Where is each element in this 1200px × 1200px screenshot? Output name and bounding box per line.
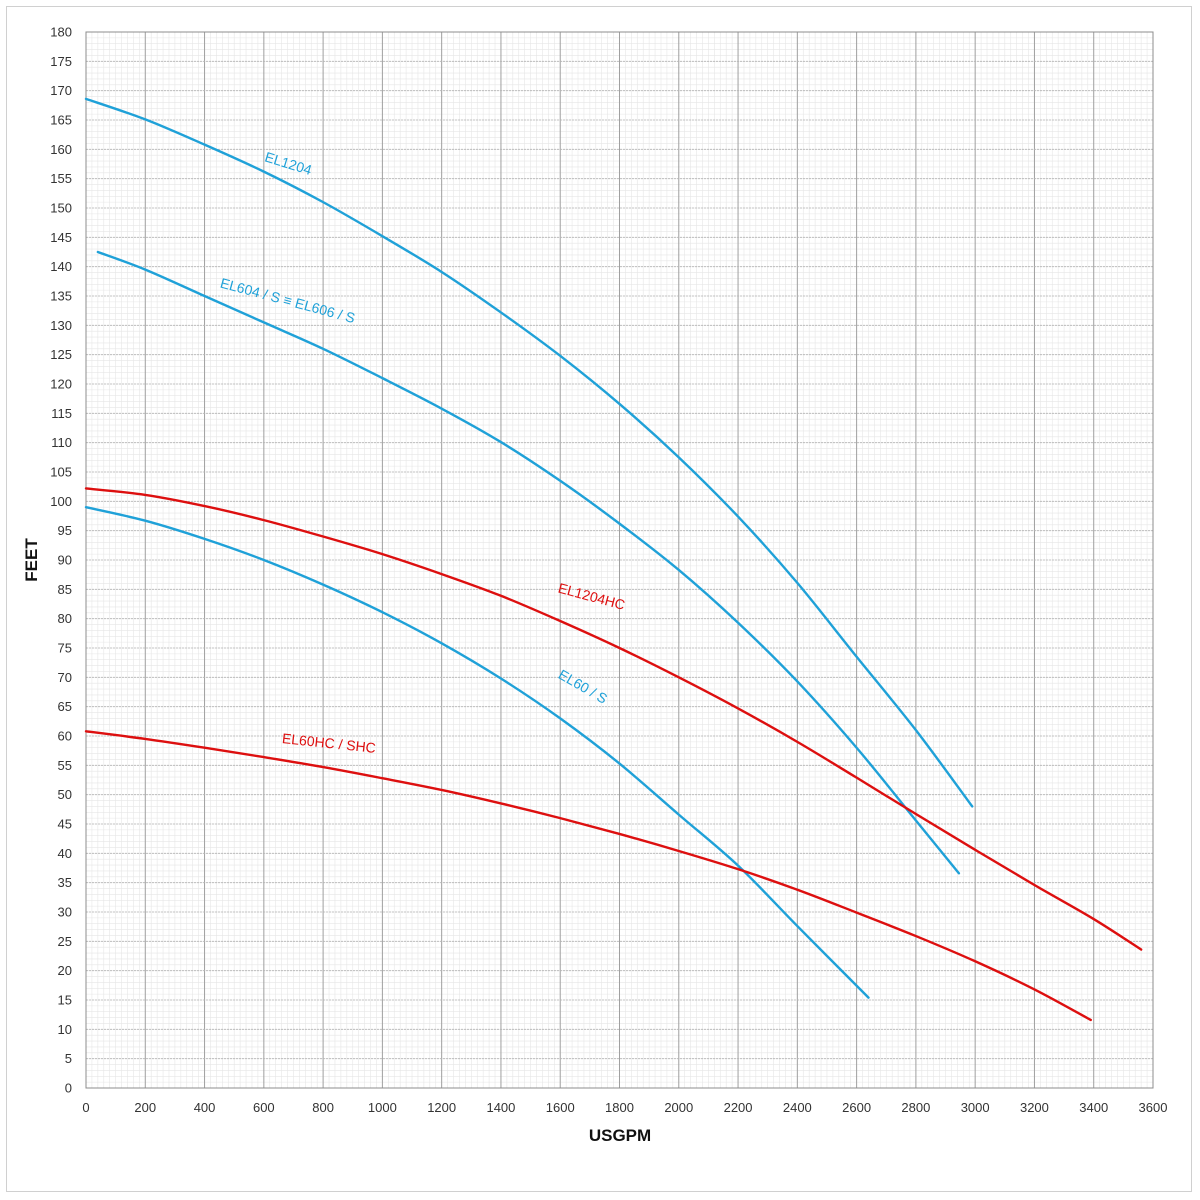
x-tick-label: 1200 bbox=[427, 1100, 456, 1115]
x-tick-label: 400 bbox=[194, 1100, 216, 1115]
y-tick-label: 155 bbox=[50, 171, 72, 186]
x-axis-title: USGPM bbox=[589, 1126, 651, 1145]
y-tick-label: 115 bbox=[51, 406, 72, 421]
y-tick-label: 130 bbox=[50, 318, 72, 333]
series-line-0 bbox=[84, 97, 974, 808]
y-tick-label: 10 bbox=[58, 1022, 72, 1037]
major-grid bbox=[85, 31, 1154, 1089]
y-tick-label: 105 bbox=[50, 465, 72, 480]
y-tick-label: 165 bbox=[50, 113, 72, 128]
x-tick-label: 1800 bbox=[605, 1100, 634, 1115]
y-tick-label: 95 bbox=[58, 523, 72, 538]
y-tick-label: 5 bbox=[65, 1051, 72, 1066]
y-tick-label: 80 bbox=[58, 611, 72, 626]
x-tick-label: 3600 bbox=[1139, 1100, 1168, 1115]
y-tick-label: 45 bbox=[58, 817, 72, 832]
y-tick-label: 30 bbox=[58, 905, 72, 920]
series-label-2: EL1204HC bbox=[556, 580, 626, 613]
chart-frame bbox=[6, 6, 1192, 1192]
y-tick-label: 150 bbox=[50, 201, 72, 216]
y-tick-label: 175 bbox=[50, 54, 72, 69]
y-tick-label: 100 bbox=[50, 494, 72, 509]
y-tick-label: 180 bbox=[50, 25, 72, 40]
x-tick-label: 3400 bbox=[1079, 1100, 1108, 1115]
x-tick-label: 2600 bbox=[842, 1100, 871, 1115]
series-line-4 bbox=[84, 730, 1092, 1022]
y-axis-title: FEET bbox=[22, 538, 41, 582]
x-tick-label: 2800 bbox=[901, 1100, 930, 1115]
plot-area-border bbox=[85, 31, 1154, 1089]
x-tick-label: 0 bbox=[82, 1100, 89, 1115]
y-axis-ticks: 0 5 10 15 20 25 30 35 40 45 50 55 60 65 70 75 80 85 90 95 10… bbox=[50, 25, 72, 1096]
y-tick-label: 160 bbox=[50, 142, 72, 157]
y-tick-label: 15 bbox=[58, 993, 72, 1008]
y-tick-label: 120 bbox=[50, 377, 72, 392]
x-tick-label: 2400 bbox=[783, 1100, 812, 1115]
x-tick-label: 1400 bbox=[486, 1100, 515, 1115]
x-tick-label: 600 bbox=[253, 1100, 275, 1115]
y-tick-label: 110 bbox=[51, 435, 72, 450]
x-tick-label: 200 bbox=[134, 1100, 156, 1115]
y-tick-label: 85 bbox=[58, 582, 72, 597]
y-tick-label: 60 bbox=[58, 729, 72, 744]
x-tick-label: 800 bbox=[312, 1100, 334, 1115]
y-tick-label: 25 bbox=[58, 934, 72, 949]
y-tick-label: 20 bbox=[58, 963, 72, 978]
x-tick-label: 2200 bbox=[724, 1100, 753, 1115]
y-tick-label: 70 bbox=[58, 670, 72, 685]
series-line-3 bbox=[84, 506, 870, 999]
x-axis-ticks: 0 200 400 600 800 1000 1200 1400 1600 1800 2000 220… bbox=[82, 1100, 1167, 1115]
x-tick-label: 1600 bbox=[546, 1100, 575, 1115]
y-tick-label: 75 bbox=[58, 641, 72, 656]
x-tick-label: 3000 bbox=[961, 1100, 990, 1115]
y-tick-label: 145 bbox=[50, 230, 72, 245]
y-tick-label: 50 bbox=[58, 787, 72, 802]
y-tick-label: 125 bbox=[50, 347, 72, 362]
y-tick-label: 140 bbox=[50, 259, 72, 274]
x-tick-label: 3200 bbox=[1020, 1100, 1049, 1115]
y-tick-label: 170 bbox=[50, 83, 72, 98]
y-tick-label: 0 bbox=[65, 1081, 72, 1096]
y-tick-label: 90 bbox=[58, 553, 72, 568]
series-layer bbox=[84, 97, 1143, 1022]
y-tick-label: 65 bbox=[58, 699, 72, 714]
series-line-2 bbox=[84, 487, 1143, 951]
y-tick-label: 40 bbox=[58, 846, 72, 861]
x-tick-label: 2000 bbox=[664, 1100, 693, 1115]
y-tick-label: 55 bbox=[58, 758, 72, 773]
y-tick-label: 135 bbox=[50, 289, 72, 304]
series-line-1 bbox=[96, 250, 961, 875]
y-tick-label: 35 bbox=[58, 875, 72, 890]
x-tick-label: 1000 bbox=[368, 1100, 397, 1115]
